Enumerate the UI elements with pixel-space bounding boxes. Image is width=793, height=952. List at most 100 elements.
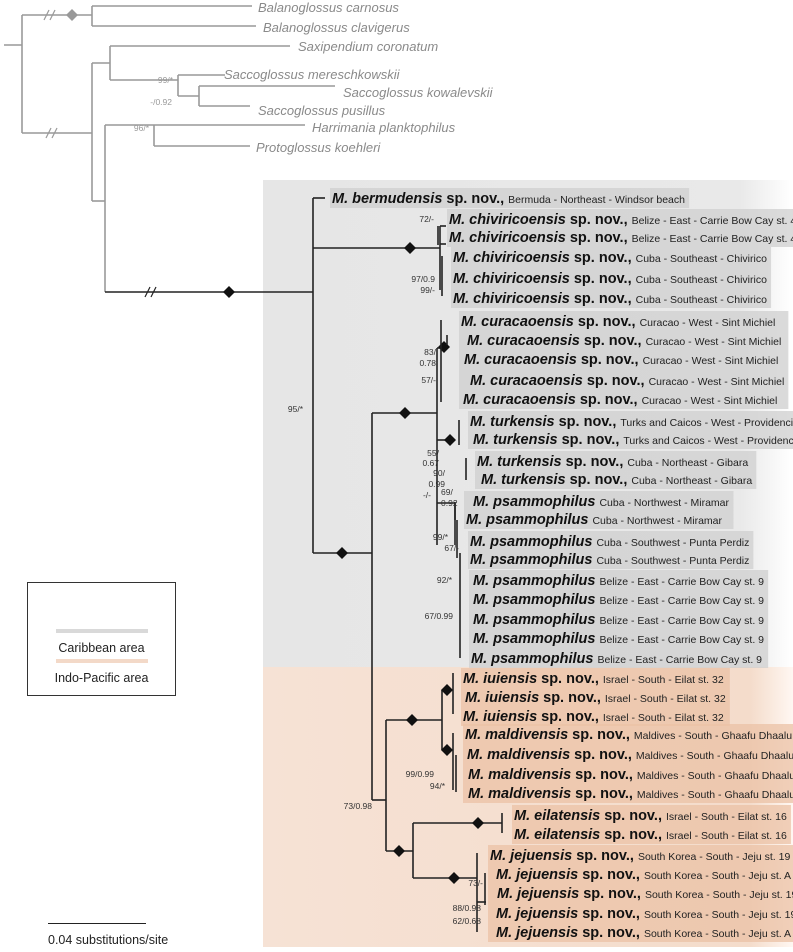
locality: Israel - South - Eilat st. 32 — [603, 674, 724, 686]
taxon-label: M. curacaoensis sp. nov., Curacao - West -… — [470, 373, 784, 389]
locality: Bermuda - Northeast - Windsor beach — [508, 194, 685, 206]
species-name: M. eilatensis — [514, 808, 600, 824]
locality: Maldives - South - Ghaafu Dhaalu — [636, 750, 793, 762]
support-value: 96/* — [134, 123, 150, 133]
taxon-label: M. curacaoensis sp. nov., Curacao - West -… — [463, 392, 777, 408]
species-name: M. bermudensis — [332, 191, 442, 207]
taxon-label: M. psammophilus Belize - East - Carrie Bo… — [473, 592, 764, 608]
locality: Cuba - Southwest - Punta Perdiz — [596, 537, 749, 549]
support-value: 94/* — [430, 781, 446, 791]
locality: South Korea - South - Jeju st. A — [644, 870, 791, 882]
branch — [45, 127, 52, 139]
support-value: 83/ — [424, 347, 436, 357]
taxon-label: M. chiviricoensis sp. nov., Belize - East … — [449, 230, 793, 246]
locality: Cuba - Northwest - Miramar — [592, 515, 722, 527]
taxon-label: M. iuiensis sp. nov., Israel - South - Eil… — [463, 709, 724, 725]
support-diamond-icon — [406, 714, 418, 726]
locality: South Korea - South - Jeju st. 19 — [644, 909, 793, 921]
sp-nov: sp. nov., — [582, 867, 640, 883]
legend: Caribbean area Indo-Pacific area — [27, 582, 176, 696]
species-name: M. psammophilus — [473, 612, 595, 628]
taxon-label: M. jejuensis sp. nov., South Korea - South… — [496, 925, 791, 941]
locality: Belize - East - Carrie Bow Cay st. 4 — [632, 233, 793, 245]
species-name: M. chiviricoensis — [453, 271, 570, 287]
sp-nov: sp. nov., — [574, 250, 632, 266]
outgroup-label: Saxipendium coronatum — [298, 39, 438, 54]
locality: Belize - East - Carrie Bow Cay st. 9 — [599, 634, 764, 646]
clade-background — [488, 845, 793, 942]
sp-nov: sp. nov., — [575, 786, 633, 802]
taxon-label: M. psammophilus Belize - East - Carrie Bo… — [473, 631, 764, 647]
taxon-label: M. maldivensis sp. nov., Maldives - South … — [465, 727, 792, 743]
species-name: M. curacaoensis — [461, 314, 574, 330]
sp-nov: sp. nov., — [574, 747, 632, 763]
locality: Belize - East - Carrie Bow Cay st. 9 — [599, 595, 764, 607]
support-value: 95/* — [288, 404, 304, 414]
support-value: 99/- — [420, 285, 435, 295]
support-diamond-icon — [399, 407, 411, 419]
sp-nov: sp. nov., — [575, 767, 633, 783]
branch — [150, 286, 157, 298]
support-value: 72/- — [419, 214, 434, 224]
support-diamond-icon — [444, 434, 456, 446]
species-name: M. chiviricoensis — [449, 212, 566, 228]
locality: Israel - South - Eilat st. 16 — [666, 830, 787, 842]
sp-nov: sp. nov., — [559, 414, 617, 430]
locality: Cuba - Southeast - Chivirico — [636, 274, 767, 286]
taxon-label: M. eilatensis sp. nov., Israel - South - E… — [514, 827, 787, 843]
branch — [43, 9, 50, 21]
taxon-label: M. turkensis sp. nov., Cuba - Northeast - … — [477, 454, 748, 470]
support-value: 0.78 — [419, 358, 436, 368]
species-name: M. curacaoensis — [467, 333, 580, 349]
support-value: 0.99 — [428, 479, 445, 489]
locality: Cuba - Northeast - Gibara — [627, 457, 748, 469]
taxon-label: M. psammophilus Cuba - Southwest - Punta … — [470, 552, 749, 568]
sp-nov: sp. nov., — [584, 333, 642, 349]
sp-nov: sp. nov., — [570, 472, 628, 488]
sp-nov: sp. nov., — [580, 392, 638, 408]
species-name: M. chiviricoensis — [453, 250, 570, 266]
locality: Cuba - Southwest - Punta Perdiz — [596, 555, 749, 567]
locality: Turks and Caicos - West - Providenciales — [620, 417, 793, 429]
support-value: 0.92 — [441, 498, 458, 508]
outgroup-label: Saccoglossus mereschkowskii — [224, 67, 401, 82]
species-name: M. curacaoensis — [464, 352, 577, 368]
sp-nov: sp. nov., — [576, 848, 634, 864]
scale-label: 0.04 substitutions/site — [48, 933, 169, 947]
support-value: 67/0.99 — [425, 611, 454, 621]
taxon-label: M. jejuensis sp. nov., South Korea - South… — [496, 906, 793, 922]
support-diamond-icon — [66, 9, 78, 21]
indo-pacific-swatch — [56, 659, 148, 663]
locality: Curacao - West - Sint Michiel — [643, 355, 779, 367]
clade-background — [512, 805, 791, 844]
taxon-label: M. iuiensis sp. nov., Israel - South - Eil… — [463, 671, 724, 687]
locality: Curacao - West - Sint Michiel — [646, 336, 782, 348]
species-name: M. psammophilus — [473, 573, 595, 589]
sp-nov: sp. nov., — [446, 191, 504, 207]
species-name: M. psammophilus — [466, 512, 588, 528]
taxon-label: M. psammophilus Belize - East - Carrie Bo… — [471, 651, 762, 667]
species-name: M. psammophilus — [470, 534, 592, 550]
locality: Maldives - South - Ghaafu Dhaalu — [637, 770, 793, 782]
taxon-label: M. psammophilus Belize - East - Carrie Bo… — [473, 612, 764, 628]
sp-nov: sp. nov., — [574, 271, 632, 287]
sp-nov: sp. nov., — [543, 690, 601, 706]
support-diamond-icon — [472, 817, 484, 829]
sp-nov: sp. nov., — [570, 230, 628, 246]
support-value: 62/0.68 — [453, 916, 482, 926]
support-value: 55/ — [427, 448, 439, 458]
species-name: M. turkensis — [481, 472, 566, 488]
species-name: M. maldivensis — [468, 786, 571, 802]
support-diamond-icon — [441, 744, 453, 756]
species-name: M. psammophilus — [473, 631, 595, 647]
support-value: 99/0.99 — [406, 769, 435, 779]
clade-background — [451, 247, 772, 308]
support-value: 69/ — [441, 487, 453, 497]
species-name: M. turkensis — [473, 432, 558, 448]
taxon-label: M. psammophilus Belize - East - Carrie Bo… — [473, 573, 764, 589]
species-name: M. turkensis — [477, 454, 562, 470]
species-name: M. curacaoensis — [470, 373, 583, 389]
species-name: M. jejuensis — [496, 906, 578, 922]
locality: South Korea - South - Jeju st. A — [644, 928, 791, 940]
